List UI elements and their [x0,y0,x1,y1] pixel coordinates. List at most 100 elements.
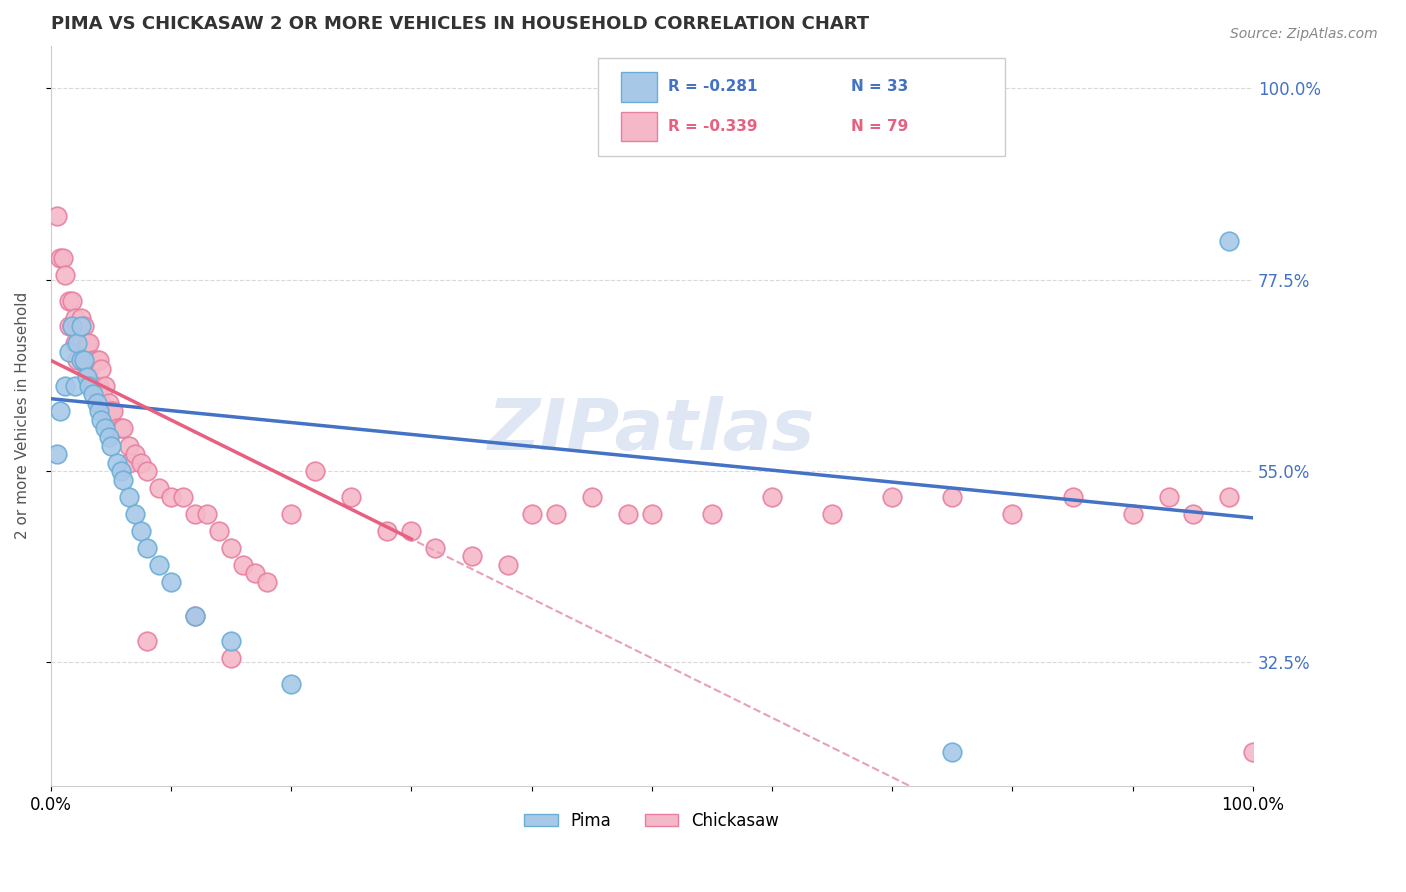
Point [172,490,194,504]
Point [1062,490,1084,504]
FancyBboxPatch shape [598,58,1005,156]
Point [136,541,159,555]
Point [90,362,112,376]
Point [124,507,146,521]
Point [73,319,96,334]
Point [118,456,141,470]
Point [79,336,101,351]
Point [86,396,108,410]
Text: N = 79: N = 79 [851,120,908,134]
Point [280,676,302,690]
Point [105,421,128,435]
Point [63,379,86,393]
Point [941,745,963,759]
Point [641,507,664,521]
Point [70,310,93,325]
Point [1122,507,1144,521]
Point [460,549,482,563]
Point [129,524,152,538]
Point [195,507,218,521]
Point [243,566,266,580]
Point [617,507,640,521]
Text: ZIPatlas: ZIPatlas [488,396,815,465]
Point [219,651,242,665]
Point [118,490,141,504]
Point [496,558,519,572]
Point [86,353,108,368]
Point [87,379,110,393]
Point [58,345,80,359]
Point [160,490,183,504]
Point [1218,235,1240,249]
Point [94,421,117,435]
Point [110,421,132,435]
Point [97,396,120,410]
Point [49,404,72,418]
Point [219,541,242,555]
Point [70,353,93,368]
Point [103,404,125,418]
Point [62,319,84,334]
Point [58,319,80,334]
Point [53,379,76,393]
Point [184,608,207,623]
Point [63,336,86,351]
Point [82,387,104,401]
Point [105,456,128,470]
Point [821,507,844,521]
Point [87,353,110,368]
Point [70,319,93,334]
Point [232,558,254,572]
Point [49,252,72,266]
Point [90,396,112,410]
Point [62,293,84,308]
Text: PIMA VS CHICKASAW 2 OR MORE VEHICLES IN HOUSEHOLD CORRELATION CHART: PIMA VS CHICKASAW 2 OR MORE VEHICLES IN … [51,15,869,33]
Point [86,379,108,393]
Point [256,574,278,589]
Point [66,353,89,368]
Point [53,268,76,283]
Point [111,421,134,435]
Point [208,524,231,538]
Point [129,456,152,470]
Point [700,507,723,521]
Point [76,336,98,351]
Point [94,379,117,393]
Point [148,481,170,495]
Point [63,310,86,325]
Text: R = -0.339: R = -0.339 [668,120,758,134]
Point [377,524,399,538]
Point [79,379,101,393]
Point [1241,745,1264,759]
Point [1181,507,1204,521]
Point [111,473,134,487]
Point [581,490,603,504]
Point [280,507,302,521]
Point [62,319,84,334]
Point [97,430,120,444]
Point [66,336,89,351]
Point [79,362,101,376]
Text: Source: ZipAtlas.com: Source: ZipAtlas.com [1230,27,1378,41]
Point [87,404,110,418]
Point [520,507,543,521]
Point [124,447,146,461]
Y-axis label: 2 or more Vehicles in Household: 2 or more Vehicles in Household [15,292,30,540]
Point [45,447,67,461]
Point [58,293,80,308]
Point [184,507,207,521]
Point [761,490,783,504]
Point [52,252,75,266]
Point [90,413,112,427]
Point [110,464,132,478]
FancyBboxPatch shape [621,112,657,141]
Point [100,404,122,418]
Point [219,634,242,648]
Point [882,490,904,504]
Point [73,353,96,368]
Point [340,490,363,504]
Point [1157,490,1180,504]
Point [136,634,159,648]
Point [136,464,159,478]
Point [1001,507,1024,521]
